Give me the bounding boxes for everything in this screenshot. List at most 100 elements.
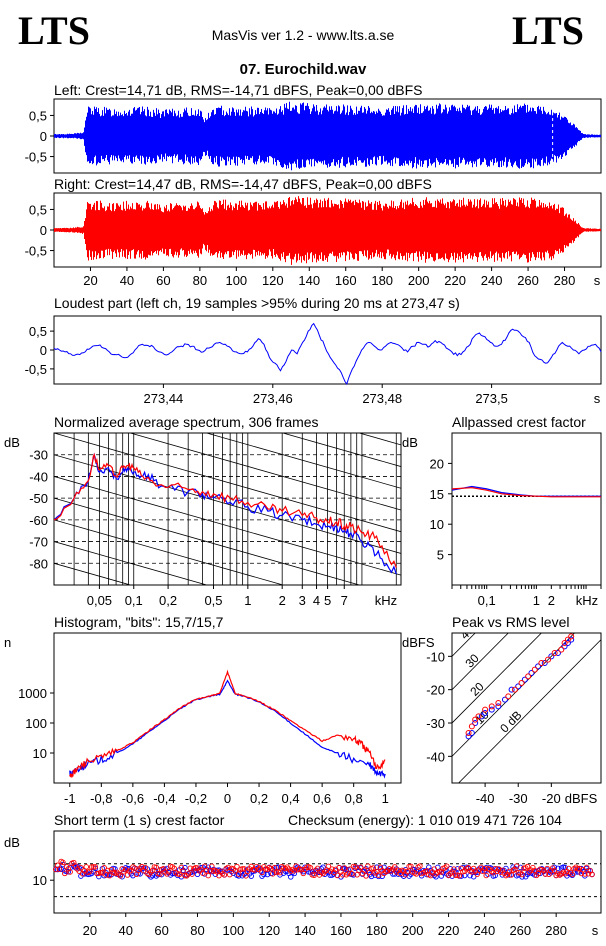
left-waveform-signal [54, 101, 601, 171]
short-term-right-point [101, 865, 107, 871]
histogram-left-series [69, 679, 386, 779]
short-term-right-point [313, 867, 319, 873]
short-term-right-point [530, 864, 536, 871]
logo-left: LTS [18, 8, 90, 53]
spectrum-slope-line [281, 433, 401, 467]
right-waveform-xtick-label: 220 [444, 273, 466, 288]
short-term-right-point [569, 871, 576, 878]
loudest-part-title: Loudest part (left ch, 19 samples >95% d… [54, 295, 460, 311]
right-waveform-xtick-label: 140 [298, 273, 320, 288]
spectrum-xtick-label: 4 [313, 593, 320, 608]
peak-rms-left-point [564, 640, 571, 646]
spectrum-slope-line [54, 562, 132, 585]
peak-rms-right-point [525, 673, 532, 680]
peak-rms-xtick-label: -30 [509, 791, 528, 806]
histogram-ylabel: n [4, 635, 11, 650]
short-term-right-point [225, 864, 231, 871]
spectrum-slope-line [54, 650, 401, 749]
spectrum-frame [53, 432, 402, 586]
short-term-right-point [356, 867, 362, 873]
loudest-part-xtick-label: 273,44 [144, 391, 184, 406]
spectrum-xtick-label: 1 [244, 593, 251, 608]
spectrum-slope-line [205, 433, 401, 489]
right-waveform-ytick-label: -0,5 [25, 244, 47, 259]
left-waveform-ytick-label: -0,5 [25, 150, 47, 165]
short-term-right-point [585, 870, 592, 877]
peak-rms-left-point [501, 696, 508, 703]
peak-rms-left-point [482, 710, 489, 716]
peak-rms-crest-line [458, 639, 601, 783]
short-term-right-point [444, 863, 450, 869]
histogram-xtick-label: 1 [382, 791, 389, 806]
short-term-right-point [205, 872, 211, 879]
peak-rms-right-point [475, 713, 482, 720]
peak-rms-crest-label: 0 dB [497, 708, 524, 735]
short-term-right-point [508, 872, 515, 878]
peak-rms-right-point [482, 706, 489, 713]
peak-rms-right-point [505, 693, 512, 700]
spectrum-slope-line [128, 433, 401, 511]
right-waveform-signal [54, 196, 601, 265]
short-term-right-point [320, 870, 326, 877]
short-term-left-point [379, 873, 385, 880]
peak-rms-right-point [518, 680, 525, 686]
crest-factor-title: Allpassed crest factor [452, 414, 586, 430]
peak-rms-frame [451, 632, 602, 784]
peak-rms-right-point [561, 640, 568, 646]
short-term-right-point [452, 872, 459, 879]
short-term-xtick-label: 180 [366, 923, 388, 938]
short-term-right-point [207, 868, 213, 874]
short-term-xtick-label: 40 [119, 923, 133, 938]
spectrum-slope-line [54, 541, 209, 585]
short-term-ytick-label: 10 [33, 873, 47, 888]
short-term-left-point [454, 866, 461, 872]
short-term-xunit: s [592, 923, 599, 938]
spectrum-xtick-label: 3 [299, 593, 306, 608]
short-term-xtick-label: 60 [154, 923, 168, 938]
short-term-right-point [483, 872, 489, 879]
peak-rms-left-point [488, 706, 495, 713]
short-term-right-point [548, 868, 554, 874]
peak-rms-left-point [472, 720, 479, 726]
short-term-right-point [243, 873, 249, 879]
peak-rms-crest-label: 30 [462, 651, 482, 671]
short-term-right-point [413, 871, 420, 877]
short-term-right-point [476, 867, 482, 873]
short-term-right-point [105, 867, 111, 874]
short-term-right-point [171, 865, 177, 872]
short-term-right-point [404, 868, 411, 875]
short-term-right-point [277, 869, 283, 876]
short-term-right-point [431, 866, 437, 872]
short-term-left-point [287, 874, 294, 880]
short-term-right-point [268, 865, 274, 872]
loudest-part-xtick-label: 273,48 [362, 391, 402, 406]
short-term-right-point [83, 864, 90, 870]
peak-rms-right-point [472, 716, 479, 723]
right-waveform-xtick-label: 180 [371, 273, 393, 288]
peak-rms-right-point [465, 730, 472, 736]
peak-rms-right-point [545, 656, 552, 663]
peak-rms-crest-label: 40 [457, 623, 477, 643]
spectrum-title: Normalized average spectrum, 306 frames [54, 414, 319, 430]
short-term-right-point [78, 864, 84, 871]
histogram-xtick-label: -0,8 [90, 791, 112, 806]
short-term-right-point [370, 865, 376, 871]
right-waveform-xtick-label: 260 [517, 273, 539, 288]
spectrum-slope-line [54, 476, 401, 576]
spectrum-xtick-label: 7 [341, 593, 348, 608]
spectrum-ytick-label: -30 [29, 448, 48, 463]
short-term-left-point [248, 873, 255, 879]
histogram-xtick-label: -1 [64, 791, 76, 806]
spectrum-ytick-label: -60 [29, 513, 48, 528]
peak-rms-ytick-label: -10 [426, 649, 445, 664]
spectrum-ytick-label: -50 [29, 491, 48, 506]
spectrum-slope-line [357, 433, 401, 446]
crest-ylabel: dB [402, 435, 418, 450]
short-term-right-point [513, 863, 520, 869]
short-term-right-point [62, 870, 68, 877]
short-term-left-point [327, 872, 333, 878]
histogram-xtick-label: 0,4 [282, 791, 300, 806]
left-waveform-ytick-label: 0,5 [29, 108, 47, 123]
peak-rms-left-point [554, 650, 561, 656]
